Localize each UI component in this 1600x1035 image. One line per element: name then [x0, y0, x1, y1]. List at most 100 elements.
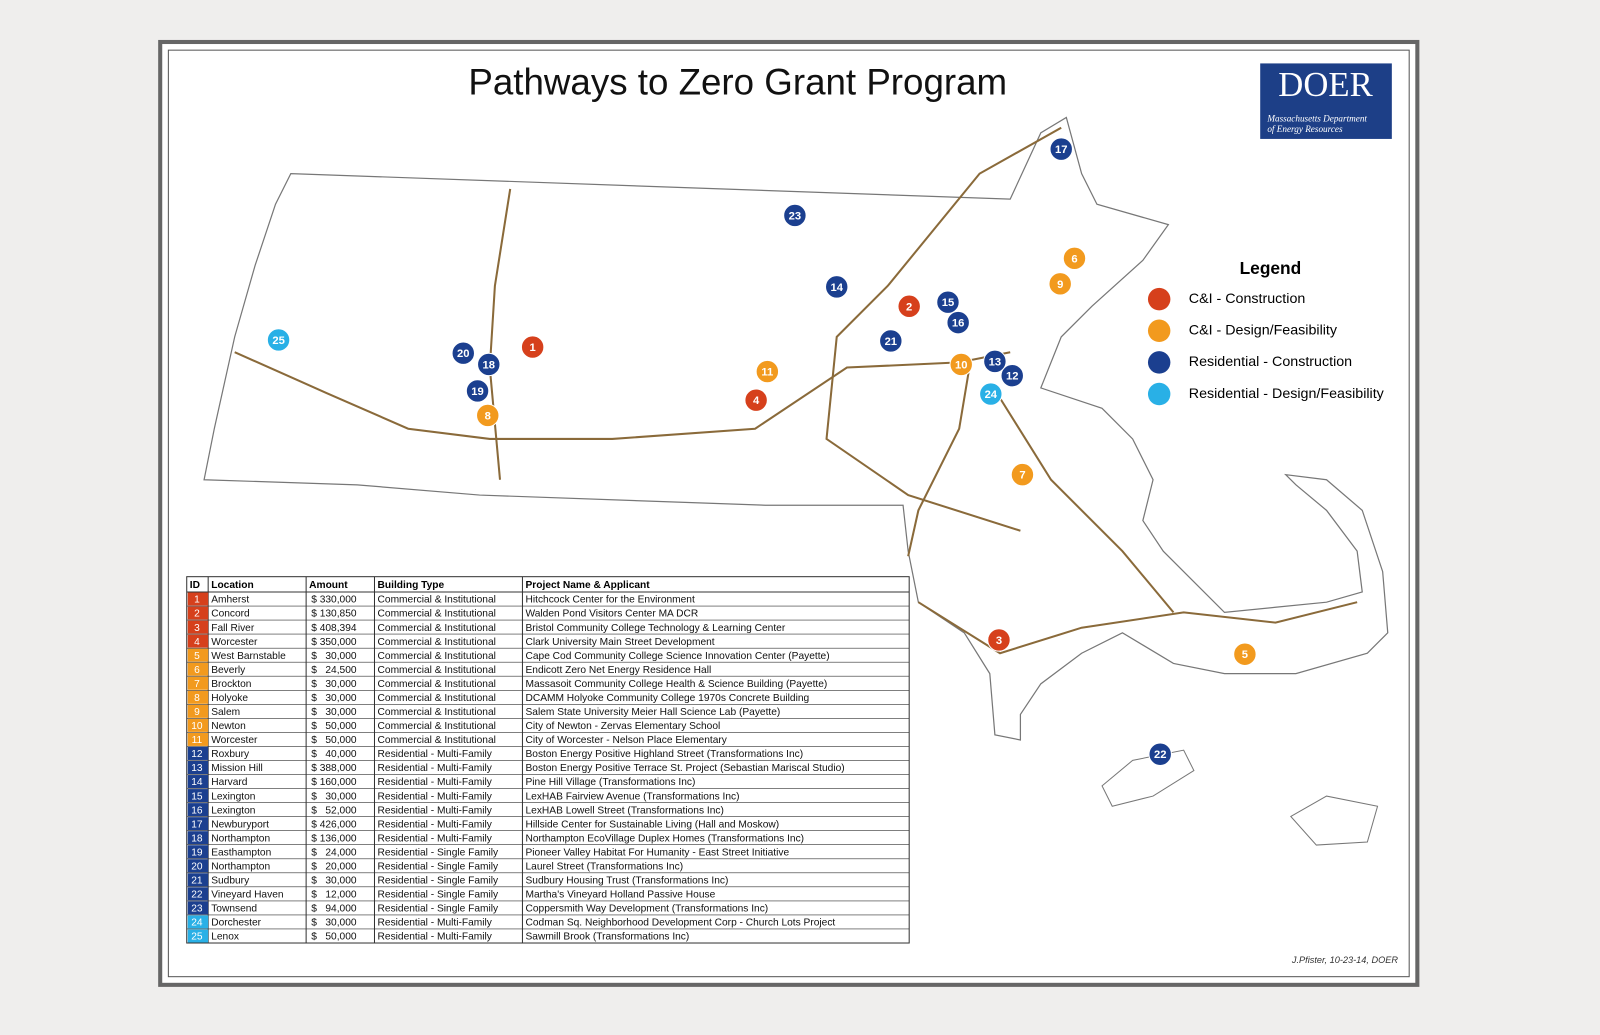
table-cell: 8 [194, 693, 200, 704]
id-cell [187, 915, 209, 929]
column-header: Project Name & Applicant [526, 580, 651, 591]
table-cell: Worcester [211, 735, 258, 746]
legend-label: Residential - Design/Feasibility [1189, 386, 1385, 402]
table-cell: $ 40,000 [311, 749, 357, 760]
id-cell [187, 648, 209, 662]
table-cell: $ 30,000 [311, 679, 357, 690]
roads [234, 126, 1358, 655]
table-cell: $ 388,000 [311, 763, 357, 774]
table-cell: 16 [191, 805, 203, 816]
site-label: 8 [485, 410, 491, 422]
id-cell [187, 592, 209, 606]
site-marker [987, 628, 1011, 652]
table-cell: Laurel Street (Transformations Inc) [526, 861, 684, 872]
table-cell: 6 [194, 665, 200, 676]
legend-label: Residential - Construction [1189, 354, 1352, 370]
table-cell: 19 [191, 847, 203, 858]
site-marker [946, 310, 970, 335]
site-label: 10 [955, 359, 967, 371]
site-label: 13 [989, 356, 1001, 368]
table-cell: Boston Energy Positive Terrace St. Proje… [526, 763, 845, 774]
table-cell: Commercial & Institutional [378, 651, 496, 662]
table-cell: 22 [191, 890, 203, 901]
id-cell [187, 606, 209, 620]
table-cell: Endicott Zero Net Energy Residence Hall [526, 665, 712, 676]
id-cell [187, 887, 209, 901]
table-cell: Northampton EcoVillage Duplex Homes (Tra… [526, 833, 805, 844]
title: Pathways to Zero Grant Program [468, 62, 1007, 103]
table-cell: 17 [191, 819, 203, 830]
table-cell: Residential - Multi-Family [378, 918, 493, 929]
table-cell: 14 [191, 777, 203, 788]
id-cell [187, 901, 209, 915]
table-cell: Pine Hill Village (Transformations Inc) [526, 777, 696, 788]
table-cell: Roxbury [211, 749, 250, 760]
table-cell: $ 30,000 [311, 651, 357, 662]
site-label: 17 [1055, 144, 1067, 156]
island [1101, 749, 1195, 807]
table-cell: $ 30,000 [311, 693, 357, 704]
table-cell: Vineyard Haven [211, 890, 283, 901]
table-cell: Commercial & Institutional [378, 679, 496, 690]
table-cell: LexHAB Fairview Avenue (Transformations … [526, 791, 740, 802]
logo-line: Massachusetts Department [1266, 114, 1367, 124]
logo [1260, 63, 1392, 139]
table-cell: Residential - Multi-Family [378, 932, 493, 943]
table-cell: Salem [211, 707, 240, 718]
table-cell: 3 [194, 623, 200, 634]
table-cell: Massasoit Community College Health & Sci… [526, 679, 828, 690]
site-marker [266, 328, 291, 352]
table-cell: Salem State University Meier Hall Scienc… [526, 707, 781, 718]
table-cell: Easthampton [211, 847, 271, 858]
table-cell: $ 350,000 [311, 637, 357, 648]
table-cell: Coppersmith Way Development (Transformat… [526, 904, 769, 915]
table-cell: 9 [194, 707, 200, 718]
table-cell: Boston Energy Positive Highland Street (… [526, 749, 804, 760]
id-cell [187, 634, 209, 648]
id-cell [187, 704, 209, 718]
table-cell: Residential - Multi-Family [378, 833, 493, 844]
site-marker [451, 341, 475, 365]
site-label: 18 [483, 359, 495, 371]
site-marker [477, 352, 501, 377]
site-marker [879, 329, 903, 353]
site-marker [476, 403, 500, 428]
site-label: 5 [1242, 649, 1248, 661]
table-cell: $ 50,000 [311, 735, 357, 746]
table-cell: Commercial & Institutional [378, 735, 496, 746]
table-cell: City of Newton - Zervas Elementary Schoo… [526, 721, 721, 732]
site-label: 20 [457, 348, 469, 360]
site-marker [1048, 272, 1072, 296]
site-label: 4 [753, 395, 760, 407]
table-cell: $ 160,000 [311, 777, 357, 788]
table-cell: Hillside Center for Sustainable Living (… [526, 819, 780, 830]
table-cell: 23 [191, 904, 203, 915]
site-marker [783, 203, 807, 228]
table-cell: $ 50,000 [311, 932, 357, 943]
column-header: Location [211, 580, 253, 591]
table-cell: $ 330,000 [311, 595, 357, 606]
site-label: 25 [272, 335, 284, 347]
table-cell: Commercial & Institutional [378, 595, 496, 606]
table-cell: $ 30,000 [311, 918, 357, 929]
table-cell: $ 20,000 [311, 861, 357, 872]
table-cell: Residential - Multi-Family [378, 763, 493, 774]
site-label: 15 [942, 297, 954, 309]
logo-name: DOER [1278, 65, 1373, 104]
table-cell: $ 94,000 [311, 904, 357, 915]
id-cell [187, 760, 209, 775]
site-marker [520, 335, 545, 359]
site-label: 24 [985, 389, 998, 401]
site-marker [744, 388, 768, 412]
id-cell [187, 789, 209, 803]
site-marker [1233, 642, 1257, 666]
table-cell: $ 52,000 [311, 805, 357, 816]
site-label: 21 [885, 336, 897, 348]
site-marker [897, 294, 921, 319]
table-cell: Amherst [211, 595, 249, 606]
legend-swatch [1147, 287, 1171, 311]
site-label: 19 [471, 386, 483, 398]
table-cell: $ 408,394 [311, 623, 357, 634]
road [907, 367, 971, 557]
